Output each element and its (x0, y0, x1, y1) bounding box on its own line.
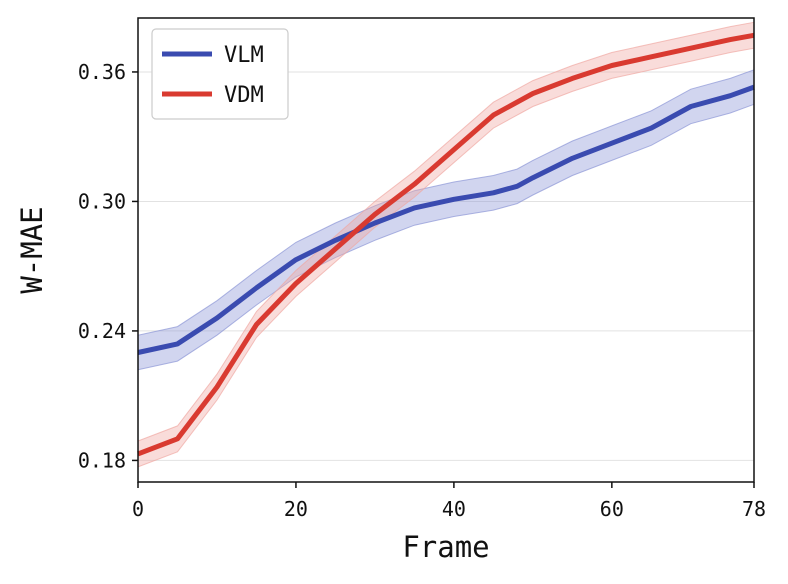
x-tick-label-3: 60 (600, 497, 624, 521)
y-axis-title: W-MAE (15, 206, 49, 293)
x-tick-label-2: 40 (442, 497, 466, 521)
plot-frame (137, 17, 755, 483)
y-tick-label-0: 0.18 (78, 448, 126, 472)
x-tick-label-0: 0 (132, 497, 144, 521)
y-tick-label-1: 0.24 (78, 319, 126, 343)
legend-label-vlm: VLM (224, 43, 264, 68)
series-line-vlm (137, 84, 755, 355)
legend: VLM VDM (151, 28, 289, 120)
axis-ticks: 0 20 40 60 78 0.18 0.24 0.30 0.36 (78, 60, 766, 521)
legend-box (151, 28, 289, 120)
y-tick-label-2: 0.30 (78, 189, 126, 213)
series-lines (137, 32, 755, 457)
legend-label-vdm: VDM (224, 83, 264, 108)
x-axis-title: Frame (402, 530, 489, 564)
x-tick-label-4: 78 (742, 497, 766, 521)
x-tick-label-1: 20 (284, 497, 308, 521)
series-line-vdm (137, 32, 755, 457)
y-tick-label-3: 0.36 (78, 60, 126, 84)
